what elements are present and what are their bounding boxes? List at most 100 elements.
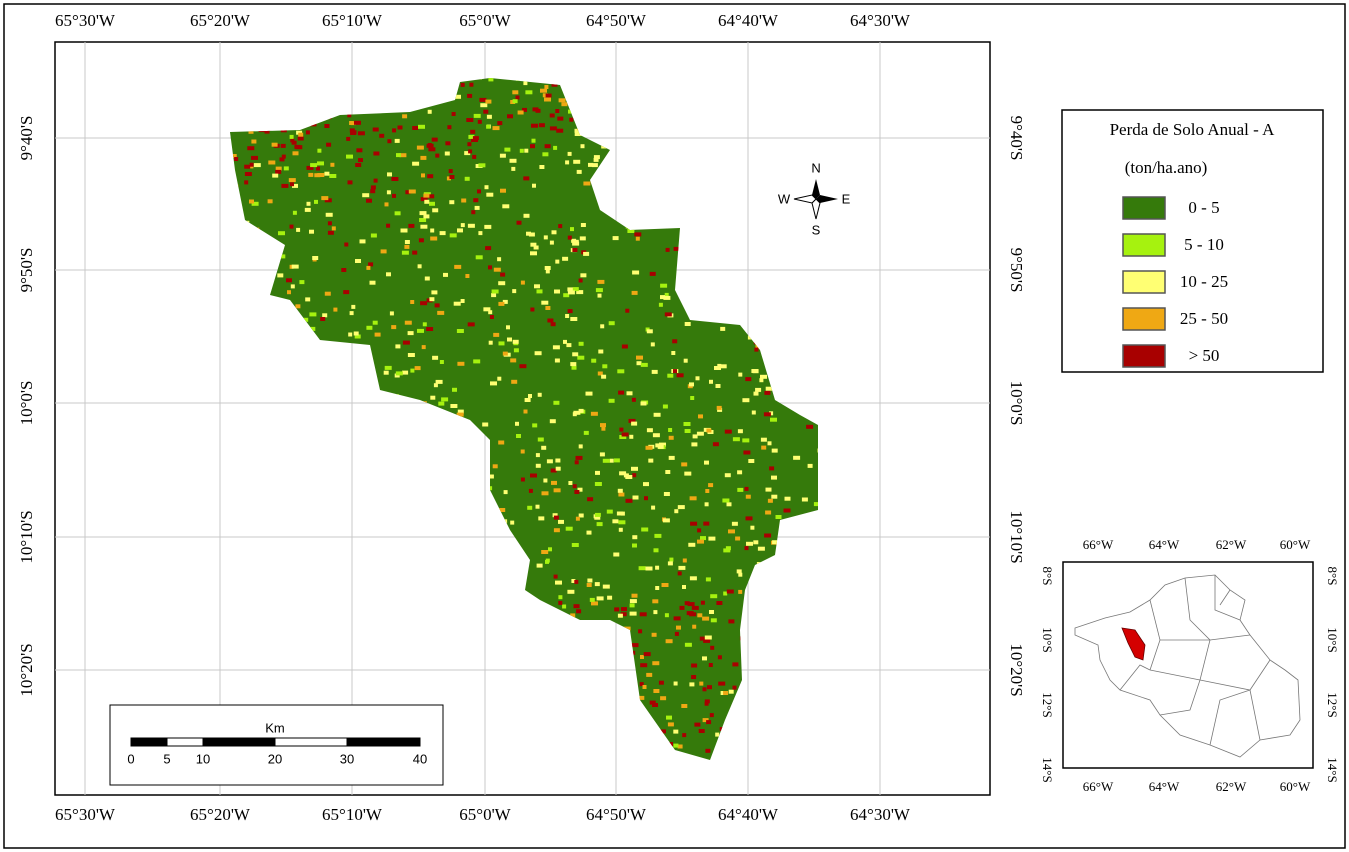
- raster-cell: [589, 597, 595, 602]
- raster-cell: [738, 572, 743, 577]
- raster-cell: [640, 401, 647, 406]
- raster-cell: [570, 227, 574, 232]
- raster-cell: [277, 273, 284, 278]
- raster-cell: [333, 307, 338, 312]
- raster-cell: [331, 226, 336, 231]
- raster-cell: [486, 124, 491, 129]
- legend-subtitle: (ton/ha.ano): [1125, 158, 1208, 177]
- right-lat-label: 9°50'S: [1007, 248, 1026, 293]
- raster-cell: [640, 362, 648, 367]
- raster-cell: [717, 363, 722, 368]
- raster-cell: [541, 491, 549, 496]
- raster-cell: [748, 459, 755, 463]
- raster-cell: [557, 116, 564, 121]
- left-lat-label: 10°0'S: [17, 381, 36, 426]
- legend-label: > 50: [1189, 346, 1220, 365]
- raster-cell: [278, 231, 285, 236]
- raster-cell: [512, 339, 519, 344]
- raster-cell: [761, 445, 767, 450]
- raster-cell: [422, 322, 427, 327]
- raster-cell: [468, 134, 475, 139]
- raster-cell: [386, 223, 391, 228]
- inset-frame: [1062, 561, 1314, 769]
- raster-cell: [632, 270, 640, 275]
- raster-cell: [504, 147, 511, 152]
- raster-cell: [667, 722, 674, 727]
- raster-cell: [344, 242, 349, 247]
- raster-cell: [759, 378, 764, 383]
- raster-cell: [636, 361, 642, 366]
- raster-cell: [616, 511, 623, 516]
- raster-cell: [516, 220, 522, 225]
- raster-cell: [578, 444, 583, 449]
- raster-cell: [646, 329, 653, 334]
- raster-cell: [286, 278, 292, 283]
- raster-cell: [348, 332, 353, 337]
- raster-cell: [763, 412, 771, 417]
- raster-cell: [612, 236, 619, 241]
- scale-bar: 0 5 10 20 30 40: [127, 737, 427, 766]
- raster-cell: [573, 239, 579, 244]
- raster-cell: [587, 497, 594, 502]
- raster-cell: [386, 272, 391, 277]
- raster-cell: [543, 478, 548, 483]
- raster-cell: [324, 291, 331, 296]
- raster-cell: [414, 366, 421, 371]
- raster-cell: [350, 121, 356, 126]
- raster-cell: [690, 521, 698, 526]
- raster-cell: [640, 655, 644, 659]
- raster-cell: [356, 148, 363, 153]
- raster-cell: [668, 435, 674, 440]
- raster-cell: [460, 82, 465, 87]
- bottom-lon-label: 64°30'W: [850, 805, 911, 824]
- scale-label: 0: [127, 751, 134, 766]
- raster-cell: [687, 602, 695, 607]
- raster-cell: [325, 212, 333, 217]
- raster-cell: [387, 139, 392, 144]
- raster-cell: [493, 267, 501, 272]
- raster-cell: [573, 159, 581, 164]
- raster-cell: [249, 162, 254, 167]
- raster-cell: [515, 95, 520, 100]
- raster-cell: [684, 471, 692, 476]
- raster-cell: [373, 178, 378, 183]
- raster-cell: [681, 704, 688, 708]
- raster-cell: [449, 200, 455, 205]
- raster-cell: [512, 90, 519, 95]
- raster-cell: [534, 284, 540, 289]
- raster-cell: [524, 398, 531, 402]
- raster-cell: [324, 124, 330, 128]
- raster-cell: [317, 173, 325, 177]
- raster-cell: [326, 142, 332, 147]
- raster-cell: [698, 729, 705, 733]
- raster-cell: [516, 434, 521, 438]
- raster-cell: [374, 332, 381, 337]
- raster-cell: [576, 169, 582, 174]
- raster-cell: [427, 174, 434, 179]
- raster-cell: [548, 547, 552, 552]
- raster-cell: [551, 480, 557, 485]
- raster-cell: [578, 341, 584, 346]
- raster-cell: [530, 251, 537, 256]
- raster-cell: [419, 218, 427, 222]
- raster-cell: [478, 231, 483, 236]
- right-lat-label: 10°0'S: [1007, 381, 1026, 426]
- inset-right-label: 14°S: [1325, 757, 1340, 782]
- raster-cell: [745, 516, 753, 521]
- raster-cell: [306, 201, 311, 206]
- raster-cell: [596, 522, 603, 527]
- raster-cell: [775, 515, 782, 519]
- raster-cell: [289, 134, 294, 139]
- raster-cell: [697, 613, 703, 618]
- compass-e: E: [842, 191, 851, 206]
- raster-cell: [324, 171, 330, 176]
- raster-cell: [418, 238, 424, 243]
- raster-cell: [271, 142, 278, 147]
- raster-cell: [618, 527, 623, 532]
- raster-cell: [531, 138, 536, 143]
- raster-cell: [709, 379, 713, 384]
- raster-cell: [510, 520, 515, 525]
- raster-cell: [439, 360, 444, 364]
- raster-cell: [618, 390, 625, 395]
- raster-cell: [428, 194, 435, 199]
